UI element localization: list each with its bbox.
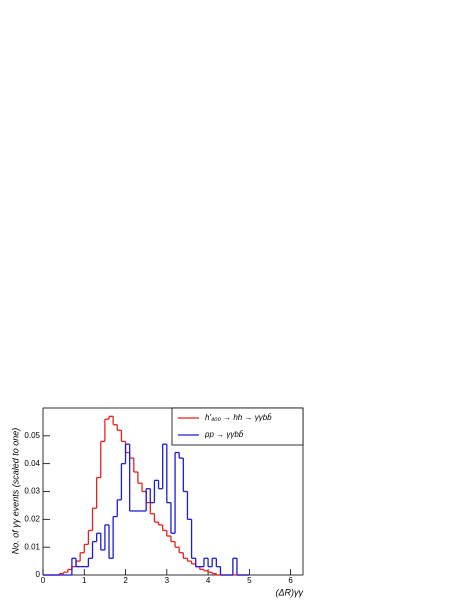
legend-label: h′₄₀₀ → hh → γγbb̄ (205, 413, 272, 422)
legend-label: pp → γγbb̄ (204, 430, 244, 439)
x-axis-label: (ΔR)γγ (275, 587, 303, 597)
y-tick-label: 0 (36, 570, 41, 579)
legend-box (171, 407, 304, 446)
x-tick-label: 0 (41, 576, 46, 585)
y-tick-label: 0.01 (24, 542, 40, 551)
y-tick-label: 0.02 (24, 514, 40, 523)
y-tick-label: 0.05 (24, 431, 40, 440)
x-tick-label: 6 (288, 576, 293, 585)
x-tick-label: 4 (206, 576, 211, 585)
x-tick-label: 1 (82, 576, 87, 585)
x-tick-label: 3 (165, 576, 170, 585)
x-tick-label: 2 (123, 576, 128, 585)
y-tick-label: 0.04 (24, 459, 40, 468)
y-axis-label: No. of γγ events (scaled to one) (10, 428, 20, 555)
x-tick-label: 5 (247, 576, 252, 585)
y-tick-label: 0.03 (24, 487, 40, 496)
